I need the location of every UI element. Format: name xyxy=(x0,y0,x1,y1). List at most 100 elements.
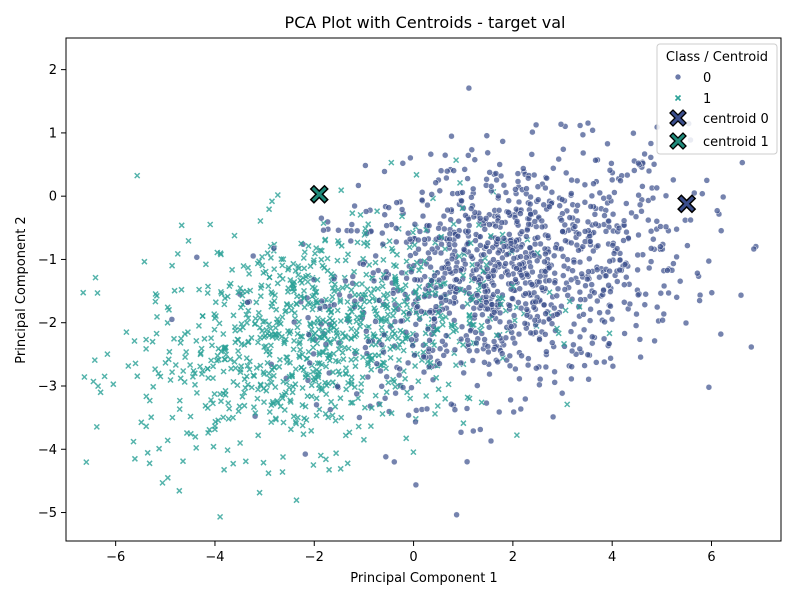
class-1-point xyxy=(389,343,396,350)
class-1-point xyxy=(334,237,341,245)
class-0-point xyxy=(392,225,400,232)
class-1-point xyxy=(361,298,368,305)
class-1-point xyxy=(299,422,306,429)
class-1-point xyxy=(322,344,330,352)
class-1-point xyxy=(351,301,358,308)
class-1-point xyxy=(265,470,272,477)
class-1-point xyxy=(172,361,179,369)
class-1-point xyxy=(348,335,355,342)
class-0-point xyxy=(586,232,593,240)
class-0-point xyxy=(660,282,668,290)
class-0-point xyxy=(549,413,557,421)
class-1-point xyxy=(338,187,345,194)
class-0-point xyxy=(607,355,614,362)
class-0-point xyxy=(455,217,462,225)
class-1-point xyxy=(225,400,232,407)
class-0-point xyxy=(514,170,522,177)
class-0-point xyxy=(381,211,388,218)
class-0-point xyxy=(653,184,661,192)
class-1-point xyxy=(197,363,204,370)
class-1-point xyxy=(246,270,253,277)
class-1-point xyxy=(237,304,244,311)
class-1-point xyxy=(294,324,301,331)
class-1-point xyxy=(560,340,568,347)
class-0-point xyxy=(610,250,618,257)
class-1-point xyxy=(276,363,283,370)
class-0-point xyxy=(336,291,343,299)
class-1-point xyxy=(241,341,248,348)
class-0-point xyxy=(464,336,471,344)
class-0-point xyxy=(620,237,627,244)
class-0-point xyxy=(453,276,460,283)
class-0-point xyxy=(608,176,616,184)
class-1-point xyxy=(295,318,303,325)
class-0-point xyxy=(670,260,677,267)
class-0-point xyxy=(621,261,629,268)
class-1-point xyxy=(431,410,439,417)
class-0-point xyxy=(451,346,459,354)
class-0-point xyxy=(645,216,652,224)
class-1-point xyxy=(387,354,394,361)
class-0-point xyxy=(378,383,385,390)
class-0-point xyxy=(528,281,536,288)
class-0-point xyxy=(551,269,558,277)
class-0-point xyxy=(576,122,584,129)
class-1-point xyxy=(110,381,117,388)
class-1-point xyxy=(399,338,406,345)
class-1-point xyxy=(499,295,506,302)
class-0-point xyxy=(551,368,558,376)
class-1-point xyxy=(264,250,271,257)
class-0-point xyxy=(581,181,589,189)
class-1-point xyxy=(236,353,243,360)
x-tick-label: −4 xyxy=(205,550,224,565)
class-1-point xyxy=(323,391,330,398)
class-0-point xyxy=(557,121,565,128)
class-0-point xyxy=(558,302,565,310)
class-1-point xyxy=(285,264,292,271)
class-1-point xyxy=(220,330,227,338)
class-0-point xyxy=(550,165,557,172)
class-0-point xyxy=(691,189,698,197)
class-0-point xyxy=(628,209,635,217)
class-0-point xyxy=(484,239,492,247)
class-0-point xyxy=(494,235,502,243)
class-0-point xyxy=(435,225,442,232)
class-0-point xyxy=(416,228,424,235)
class-0-point xyxy=(442,297,450,304)
class-0-point xyxy=(409,342,416,349)
class-0-point xyxy=(418,189,426,196)
class-0-point xyxy=(536,278,543,286)
class-1-point xyxy=(185,237,192,244)
class-1-point xyxy=(274,191,281,199)
class-1-point xyxy=(184,329,191,336)
class-1-point xyxy=(394,335,402,342)
class-0-point xyxy=(536,273,544,280)
class-0-point xyxy=(616,266,623,274)
class-0-point xyxy=(348,221,356,228)
class-1-point xyxy=(279,453,287,461)
class-0-point xyxy=(406,235,414,243)
class-1-point xyxy=(438,233,445,240)
class-1-point xyxy=(460,272,467,279)
class-0-point xyxy=(353,390,360,398)
class-0-point xyxy=(561,221,569,229)
class-0-point xyxy=(378,341,386,349)
class-1-point xyxy=(257,362,264,369)
class-1-point xyxy=(294,414,301,421)
class-1-point xyxy=(364,361,371,368)
class-1-point xyxy=(450,328,457,335)
class-0-point xyxy=(584,351,592,358)
class-1-point xyxy=(268,366,276,373)
class-1-point xyxy=(314,315,321,322)
class-0-point xyxy=(527,329,534,337)
class-0-point xyxy=(413,407,420,414)
class-1-point xyxy=(364,242,371,249)
class-1-point xyxy=(305,348,312,355)
class-0-point xyxy=(567,328,575,335)
class-1-point xyxy=(287,302,294,309)
class-1-point xyxy=(300,254,307,262)
class-0-point xyxy=(486,221,493,228)
class-1-point xyxy=(230,378,237,385)
class-0-point xyxy=(574,217,581,225)
class-1-point xyxy=(229,266,236,273)
